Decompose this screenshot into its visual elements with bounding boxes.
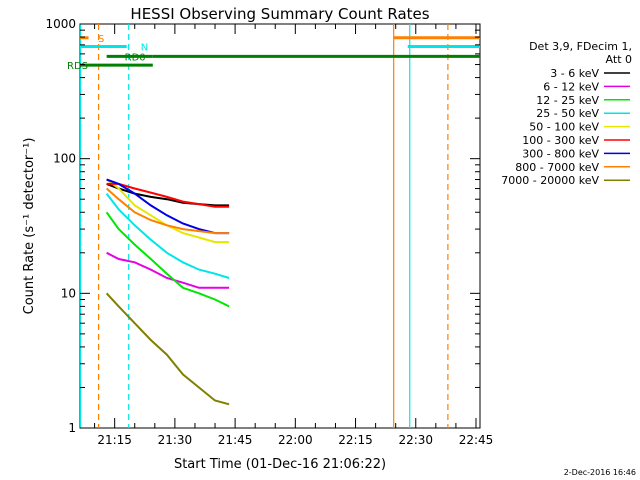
y-axis: 1 10 100 1000 <box>45 17 480 435</box>
legend-entry-label: 300 - 800 keV <box>522 147 599 160</box>
legend-entry-label: 25 - 50 keV <box>536 107 599 120</box>
legend-entry-label: 6 - 12 keV <box>543 80 599 93</box>
series-line <box>106 251 230 289</box>
flag-label: RDS <box>67 61 88 72</box>
series-line <box>106 182 230 208</box>
plot-frame <box>79 23 481 429</box>
legend-entry-label: 800 - 7000 keV <box>515 161 599 174</box>
y-tick-label: 1 <box>68 421 76 435</box>
x-axis: 21:15 21:30 21:45 22:00 22:15 22:30 22:45 <box>94 24 494 447</box>
series-line <box>105 292 230 406</box>
legend-entry-label: 100 - 300 keV <box>522 134 599 147</box>
flag-label: N <box>141 43 148 54</box>
date-stamp: 2-Dec-2016 16:46 <box>564 468 636 477</box>
x-tick-label: 22:15 <box>338 433 373 447</box>
series-line <box>105 192 230 279</box>
series-line <box>105 187 230 235</box>
flag-label: RD0 <box>125 52 146 63</box>
legend-entry-label: 3 - 6 keV <box>550 67 599 80</box>
x-tick-label: 22:30 <box>398 433 433 447</box>
y-tick-label: 1000 <box>45 17 76 31</box>
legend-entry-label: 50 - 100 keV <box>529 121 599 134</box>
data-series <box>105 178 230 406</box>
series-line <box>105 211 230 308</box>
x-tick-label: 21:45 <box>218 433 253 447</box>
legend-entry-label: 12 - 25 keV <box>536 94 599 107</box>
y-axis-label: Count Rate (s⁻¹ detector⁻¹) <box>22 138 37 315</box>
legend-header-line2: Att 0 <box>606 53 632 66</box>
x-tick-label: 21:30 <box>158 433 193 447</box>
legend-header-line1: Det 3,9, FDecim 1, <box>529 40 632 53</box>
x-axis-label: Start Time (01-Dec-16 21:06:22) <box>174 457 386 472</box>
y-tick-label: 100 <box>53 152 76 166</box>
x-tick-label: 22:45 <box>459 433 494 447</box>
vertical-markers <box>79 24 449 428</box>
chart-title: HESSI Observing Summary Count Rates <box>130 5 429 23</box>
x-tick-label: 22:00 <box>278 433 313 447</box>
y-tick-label: 10 <box>61 286 76 300</box>
x-tick-label: 21:15 <box>97 433 132 447</box>
flag-label: S <box>98 34 104 45</box>
legend-entry-label: 7000 - 20000 keV <box>501 174 599 187</box>
